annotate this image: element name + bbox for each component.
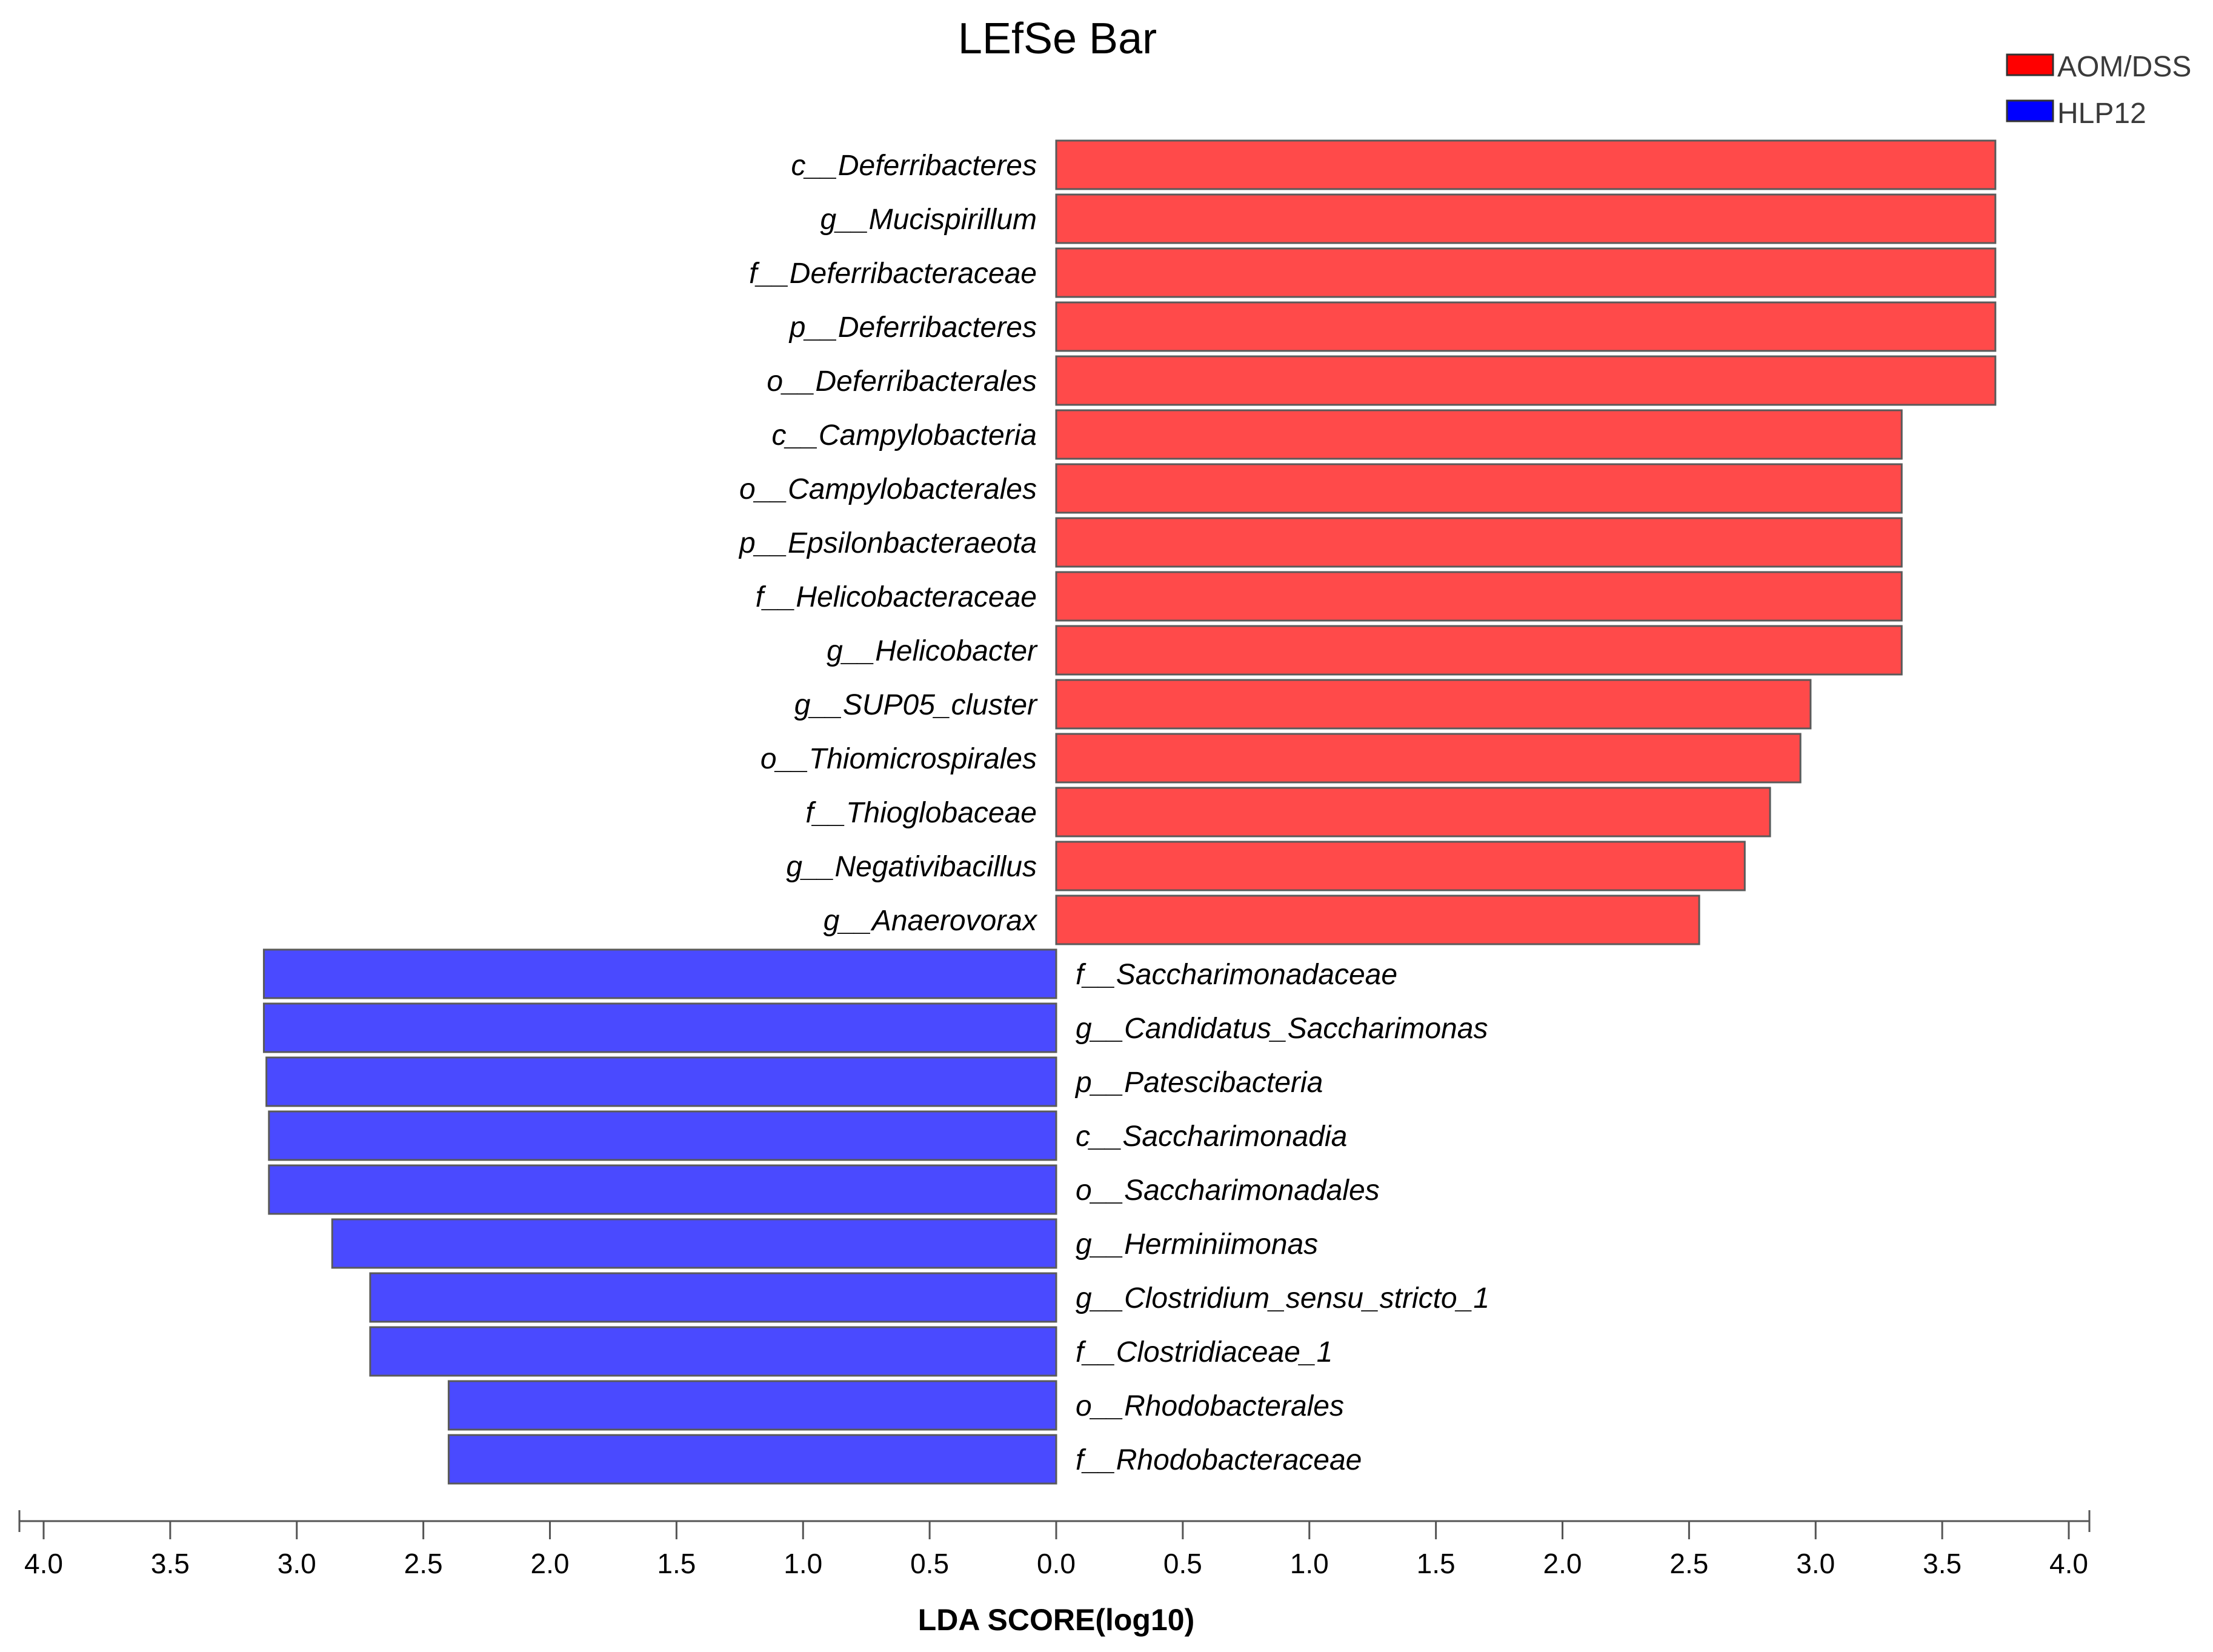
bar-label: o__Rhodobacterales bbox=[1076, 1390, 1344, 1422]
bar-o-campylobacterales bbox=[1055, 463, 1903, 514]
x-axis-tick-label: 1.5 bbox=[657, 1548, 696, 1579]
x-axis-tick-label: 2.0 bbox=[531, 1548, 570, 1579]
bar-p-patescibacteria bbox=[265, 1056, 1057, 1107]
bar-label: g__Clostridium_sensu_stricto_1 bbox=[1076, 1282, 1489, 1314]
chart-title: LEfSe Bar bbox=[958, 15, 1157, 63]
bar-f-rhodobacteraceae bbox=[447, 1434, 1057, 1485]
bar-g-negativibacillus bbox=[1055, 841, 1746, 891]
bar-f-clostridiaceae-1 bbox=[369, 1326, 1057, 1377]
x-axis-tick-label: 1.5 bbox=[1417, 1548, 1456, 1579]
bar-label: c__Deferribacteres bbox=[791, 150, 1037, 182]
bar-label: f__Thioglobaceae bbox=[805, 797, 1037, 829]
x-axis-tick-labels: 4.0 3.5 3.0 2.5 2.0 1.5 1.0 0.5 0.0 0.5 1.0 1.5 2.0 2… bbox=[24, 1548, 2088, 1579]
bar-label: o__Saccharimonadales bbox=[1076, 1174, 1380, 1207]
bar-label: f__Deferribacteraceae bbox=[749, 258, 1037, 290]
x-axis-tick-label: 0.5 bbox=[1163, 1548, 1202, 1579]
bar-label: o__Campylobacterales bbox=[739, 473, 1037, 505]
bar-label: g__Candidatus_Saccharimonas bbox=[1076, 1013, 1488, 1045]
bar-p-deferribacteres bbox=[1055, 301, 1997, 352]
bar-label: p__Deferribacteres bbox=[788, 311, 1037, 344]
x-axis-tick-label: 0.5 bbox=[910, 1548, 949, 1579]
bar-label: g__Herminiimonas bbox=[1076, 1228, 1318, 1261]
bar-f-deferribacteraceae bbox=[1055, 247, 1997, 298]
bar-label: c__Campylobacteria bbox=[771, 419, 1037, 451]
x-axis-tick-label: 1.0 bbox=[1290, 1548, 1329, 1579]
bar-label: f__Rhodobacteraceae bbox=[1076, 1444, 1362, 1476]
bar-c-campylobacteria bbox=[1055, 409, 1903, 460]
x-axis: 4.0 3.5 3.0 2.5 2.0 1.5 1.0 0.5 0.0 0.5 1.0 1.5 2.0 2… bbox=[18, 1510, 2091, 1579]
bar-g-sup05-cluster bbox=[1055, 679, 1812, 730]
bar-label: o__Thiomicrospirales bbox=[760, 743, 1037, 775]
legend-swatch-aom-dss bbox=[2006, 53, 2054, 76]
x-axis-tick-label: 3.5 bbox=[151, 1548, 190, 1579]
bar-label: g__Mucispirillum bbox=[820, 204, 1037, 236]
bar-f-saccharimonadaceae bbox=[262, 948, 1057, 999]
legend-swatch-hlp12 bbox=[2006, 99, 2054, 122]
bar-label: p__Patescibacteria bbox=[1074, 1067, 1323, 1099]
x-axis-ticks bbox=[42, 1521, 2070, 1539]
x-axis-tick-label: 3.5 bbox=[1923, 1548, 1962, 1579]
bars-group bbox=[262, 139, 1997, 1485]
x-axis-tick-label: 2.0 bbox=[1543, 1548, 1582, 1579]
x-axis-tick-label: 4.0 bbox=[2049, 1548, 2088, 1579]
x-axis-tick-label: 4.0 bbox=[24, 1548, 63, 1579]
legend: AOM/DSS HLP12 bbox=[2006, 51, 2191, 130]
bar-g-anaerovorax bbox=[1055, 894, 1700, 945]
bar-p-epsilonbacteraeota bbox=[1055, 517, 1903, 568]
bar-g-clostridium-sensu-stricto-1 bbox=[369, 1272, 1057, 1323]
x-axis-title: LDA SCORE(log10) bbox=[918, 1603, 1195, 1637]
bar-label: g__Negativibacillus bbox=[786, 851, 1037, 883]
bar-g-helicobacter bbox=[1055, 625, 1903, 676]
bar-label: g__SUP05_cluster bbox=[794, 689, 1038, 721]
x-axis-tick-label: 2.5 bbox=[1669, 1548, 1708, 1579]
x-axis-tick-label: 2.5 bbox=[404, 1548, 443, 1579]
bar-o-saccharimonadales bbox=[268, 1164, 1057, 1215]
bar-o-rhodobacterales bbox=[447, 1380, 1057, 1431]
bar-g-candidatus-saccharimonas bbox=[262, 1002, 1057, 1053]
x-axis-tick-label: 3.0 bbox=[278, 1548, 316, 1579]
x-axis-tick-label: 1.0 bbox=[784, 1548, 822, 1579]
legend-label-hlp12: HLP12 bbox=[2057, 98, 2146, 130]
x-axis-tick-label: 3.0 bbox=[1796, 1548, 1835, 1579]
bar-g-herminiimonas bbox=[331, 1218, 1057, 1269]
bar-c-deferribacteres bbox=[1055, 139, 1997, 190]
bar-label: c__Saccharimonadia bbox=[1076, 1121, 1347, 1153]
bar-label: o__Deferribacterales bbox=[767, 365, 1037, 398]
bar-label: p__Epsilonbacteraeota bbox=[738, 527, 1037, 559]
bar-c-saccharimonadia bbox=[268, 1110, 1057, 1161]
bar-label: f__Helicobacteraceae bbox=[756, 581, 1037, 613]
bar-g-mucispirillum bbox=[1055, 193, 1997, 244]
bar-f-helicobacteraceae bbox=[1055, 571, 1903, 622]
legend-label-aom-dss: AOM/DSS bbox=[2057, 51, 2191, 83]
bar-o-deferribacterales bbox=[1055, 355, 1997, 406]
bar-label: f__Clostridiaceae_1 bbox=[1076, 1336, 1333, 1368]
bar-o-thiomicrospirales bbox=[1055, 733, 1802, 784]
x-axis-tick-label: 0.0 bbox=[1037, 1548, 1076, 1579]
bar-labels-group: c__Deferribacteres g__Mucispirillum f__Def… bbox=[738, 150, 1489, 1476]
bar-label: f__Saccharimonadaceae bbox=[1076, 959, 1397, 991]
bar-f-thioglobaceae bbox=[1055, 787, 1771, 838]
bar-label: g__Anaerovorax bbox=[824, 905, 1038, 937]
bar-label: g__Helicobacter bbox=[827, 635, 1038, 667]
